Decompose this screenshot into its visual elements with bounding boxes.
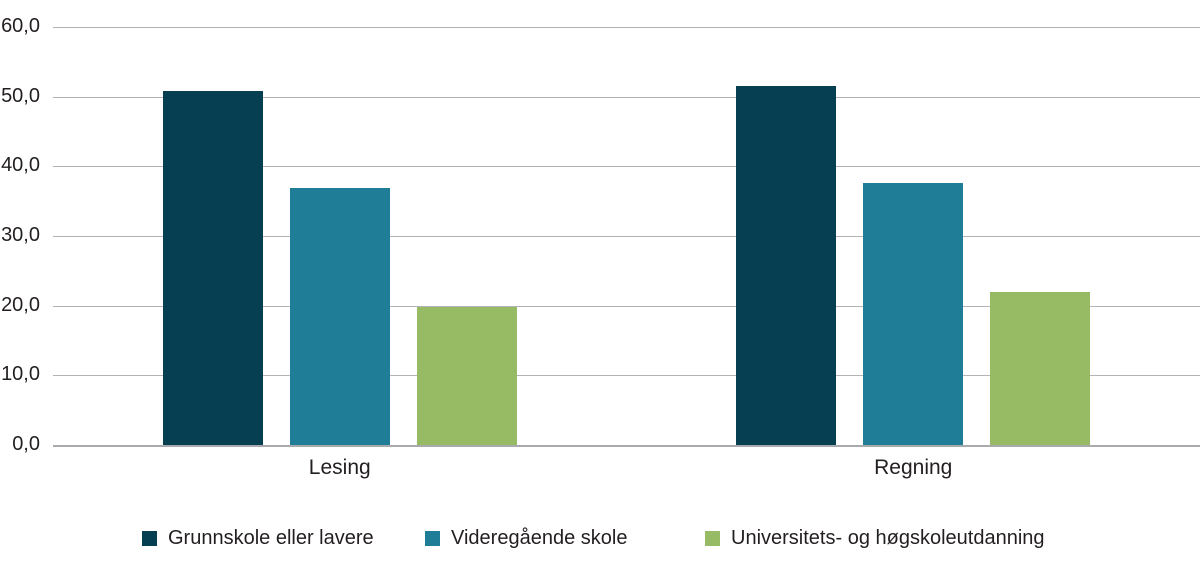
- gridline: [53, 27, 1200, 28]
- legend-label: Grunnskole eller lavere: [168, 527, 374, 549]
- gridline: [53, 305, 1200, 307]
- legend-swatch-icon: [142, 530, 157, 546]
- bar: [289, 188, 390, 446]
- bar: [863, 182, 964, 446]
- gridline: [53, 236, 1200, 237]
- x-axis-baseline: [53, 445, 1200, 447]
- bar: [162, 91, 263, 446]
- x-axis-category-label: Lesing: [308, 456, 371, 479]
- x-axis: Lesing Regning: [53, 455, 1200, 483]
- legend-label: Videregående skole: [451, 527, 628, 549]
- y-axis-tick-label: 10,0: [1, 363, 40, 386]
- y-axis-tick-label: 30,0: [1, 224, 40, 246]
- bar: [990, 292, 1091, 446]
- legend-label: Universitets- og høgskoleutdanning: [731, 527, 1045, 549]
- legend-swatch-icon: [705, 530, 720, 546]
- gridline: [53, 96, 1200, 98]
- legend-item: Universitets- og høgskoleutdanning: [705, 526, 1045, 550]
- gridline: [53, 166, 1200, 168]
- plot-area: [53, 27, 1200, 447]
- legend-swatch-icon: [425, 530, 440, 546]
- y-axis-tick-label: 20,0: [1, 293, 40, 316]
- bar: [736, 85, 837, 446]
- legend-item: Videregående skole: [425, 526, 627, 550]
- y-axis-tick-label: 50,0: [1, 84, 40, 107]
- bar: [416, 307, 517, 446]
- y-axis-tick-label: 60,0: [1, 15, 40, 37]
- y-axis-tick-label: 0,0: [12, 433, 40, 455]
- gridline: [53, 375, 1200, 377]
- y-axis: 0,0 10,0 20,0 30,0 40,0 50,0 60,0: [0, 15, 40, 455]
- x-axis-category-label: Regning: [874, 456, 953, 479]
- legend: Grunnskole eller lavere Videregående skol…: [0, 526, 1200, 552]
- legend-item: Grunnskole eller lavere: [142, 526, 374, 550]
- y-axis-tick-label: 40,0: [1, 154, 40, 177]
